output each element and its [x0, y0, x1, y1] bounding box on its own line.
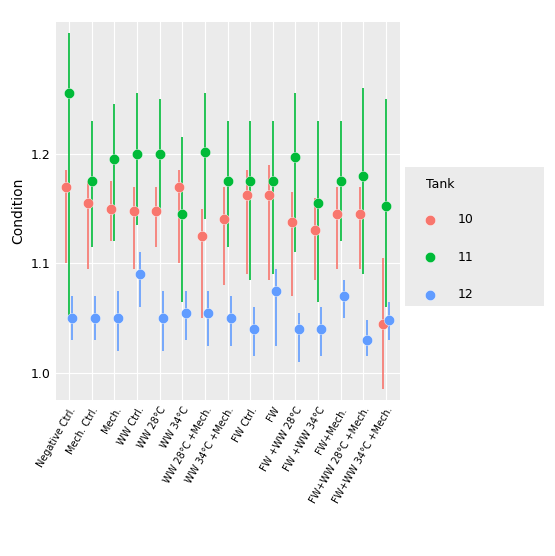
Point: [220, 215, 229, 224]
Text: Tank: Tank: [426, 178, 455, 191]
Y-axis label: Condition: Condition: [11, 178, 25, 245]
Point: [152, 206, 161, 215]
Point: [310, 226, 319, 235]
Point: [249, 325, 258, 334]
Point: [356, 210, 365, 219]
Text: 12: 12: [458, 288, 473, 301]
Point: [84, 198, 93, 207]
Point: [359, 171, 368, 180]
Point: [317, 325, 326, 334]
Point: [269, 177, 278, 186]
Point: [61, 182, 70, 191]
Point: [287, 217, 296, 226]
Point: [426, 215, 435, 224]
Point: [136, 270, 145, 279]
Point: [226, 314, 235, 322]
Point: [272, 286, 281, 295]
Point: [113, 314, 122, 322]
Point: [178, 210, 186, 219]
Point: [197, 231, 206, 240]
Point: [426, 290, 435, 299]
Point: [181, 308, 190, 317]
Point: [294, 325, 303, 334]
Point: [336, 177, 345, 186]
Point: [155, 150, 164, 158]
Point: [333, 210, 342, 219]
Point: [129, 206, 138, 215]
Point: [246, 177, 255, 186]
Point: [110, 155, 119, 163]
Point: [340, 292, 349, 301]
Text: 10: 10: [458, 213, 474, 226]
Point: [291, 152, 300, 161]
Point: [133, 150, 142, 158]
Point: [426, 252, 435, 261]
Text: 11: 11: [458, 251, 473, 264]
Point: [64, 89, 73, 98]
Point: [200, 147, 209, 156]
Point: [223, 177, 232, 186]
Point: [87, 177, 96, 186]
Point: [265, 191, 274, 200]
Point: [362, 336, 371, 345]
Point: [378, 319, 387, 328]
Point: [107, 204, 115, 213]
Point: [314, 198, 322, 207]
Point: [382, 202, 391, 211]
Point: [90, 314, 99, 322]
Point: [385, 316, 394, 325]
Point: [159, 314, 168, 322]
Point: [204, 308, 213, 317]
Point: [174, 182, 183, 191]
Point: [243, 191, 251, 200]
Point: [68, 314, 77, 322]
